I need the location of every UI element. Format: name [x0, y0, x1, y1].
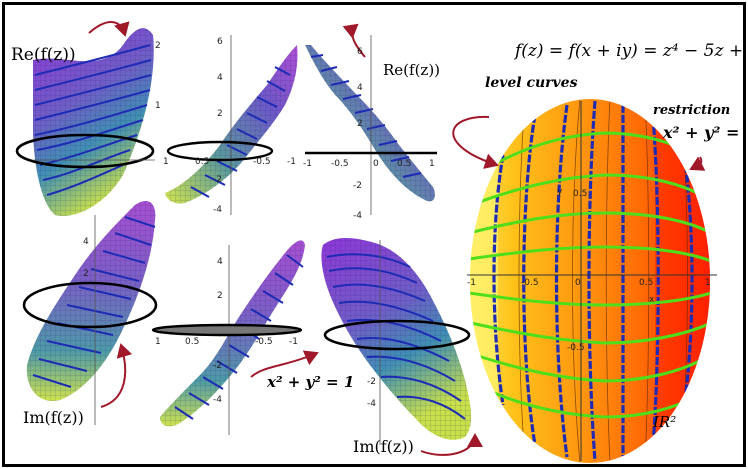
tick-p5-x-3: -1	[289, 337, 298, 347]
tick-p5-z-3: -4	[213, 395, 222, 405]
tick-p3-z-0: 6	[357, 47, 363, 57]
tick-p2-z-1: 4	[217, 73, 223, 83]
tick-p2-z-3: -2	[213, 175, 222, 185]
domain-label: IR²	[653, 413, 677, 431]
level-curves-label: level curves	[485, 75, 578, 91]
tick-p2-z-2: 2	[217, 109, 223, 119]
formula-label: f(z) = f(x + iy) = z⁴ − 5z + 1	[515, 41, 746, 61]
tick-p6-z-1: -4	[367, 399, 376, 409]
tick-contour-x-4: 1	[705, 278, 711, 288]
axis-letter-y: y	[557, 187, 563, 197]
tick-p2-z-0: 6	[217, 37, 223, 47]
tick-p2-z-4: -4	[213, 205, 222, 215]
surface-re-topmid	[165, 35, 298, 215]
circle-equation: x² + y² = 1	[267, 373, 355, 391]
tick-contour-x-0: -1	[467, 278, 476, 288]
tick-contour-x-3: 0.5	[639, 278, 654, 288]
surface-re-topright	[305, 35, 437, 215]
surface-im-bottomright	[321, 238, 472, 445]
tick-p6-z-0: -2	[367, 377, 376, 387]
tick-contour-x-1: -0.5	[521, 278, 539, 288]
surface-im-bottommid	[151, 240, 305, 435]
tick-p5-x-0: 1	[155, 337, 161, 347]
label-im-bottom: Im(f(z))	[353, 437, 414, 456]
label-im-left: Im(f(z))	[23, 408, 84, 427]
tick-p3-x-1: -0.5	[331, 159, 349, 169]
axis-letter-x: x	[649, 295, 655, 305]
tick-p5-x-1: 0.5	[185, 337, 200, 347]
restriction-label: restriction	[653, 103, 731, 118]
tick-p2-x-1: 0.5	[195, 157, 210, 167]
tick-p3-x-3: 0.5	[397, 159, 412, 169]
surface-im-bottomleft	[22, 200, 158, 425]
tick-p5-x-2: -0.5	[255, 337, 273, 347]
tick-p1-z-1: 1	[155, 101, 161, 111]
annotation-arrows	[88, 21, 706, 456]
tick-contour-y-1: -0.5	[567, 343, 585, 353]
tick-p5-z-0: 4	[217, 257, 223, 267]
tick-p3-z-2: 2	[357, 119, 363, 129]
label-re-right: Re(f(z))	[383, 61, 441, 79]
tick-p2-x-3: -1	[287, 157, 296, 167]
tick-contour-y-0: 0.5	[573, 189, 588, 199]
tick-p3-x-0: -1	[303, 159, 312, 169]
tick-p3-z-4: -4	[353, 211, 362, 221]
tick-contour-x-2: 0	[575, 278, 581, 288]
figure-art	[15, 21, 717, 463]
restriction-equation: x² + y² = 1	[663, 123, 743, 142]
tick-p4-z-1: 2	[83, 269, 89, 279]
tick-p2-x-0: 1	[163, 157, 169, 167]
tick-p3-z-3: -2	[353, 181, 362, 191]
tick-p5-z-2: -2	[213, 361, 222, 371]
tick-p5-z-1: 2	[217, 291, 223, 301]
surface-re-topleft	[15, 28, 155, 216]
tick-p2-x-2: -0.5	[253, 157, 271, 167]
tick-p1-z-0: 2	[155, 41, 161, 51]
tick-p4-z-0: 4	[83, 237, 89, 247]
contour-plot	[467, 99, 717, 463]
tick-p3-x-2: 0	[373, 159, 379, 169]
tick-p3-x-4: 1	[429, 159, 435, 169]
tick-p3-z-1: 4	[357, 83, 363, 93]
label-re-left: Re(f(z))	[11, 45, 76, 65]
